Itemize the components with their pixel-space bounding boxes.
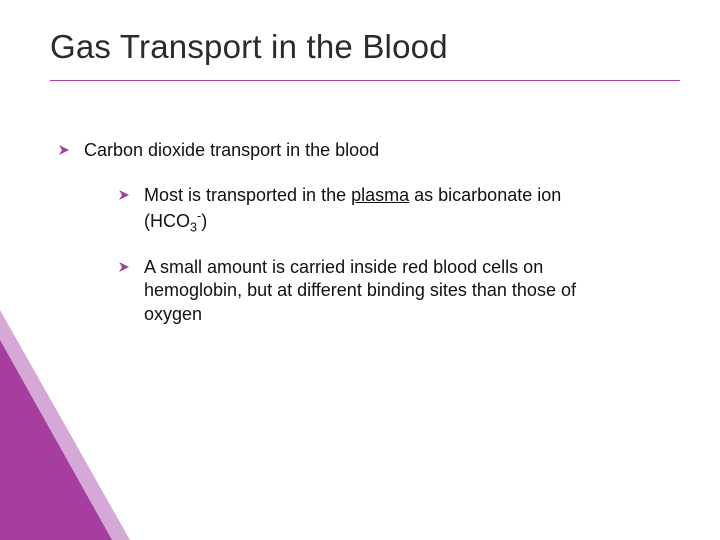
slide-title: Gas Transport in the Blood xyxy=(50,28,680,66)
slide: Gas Transport in the Blood Carbon dioxid… xyxy=(0,0,720,540)
chemical-formula: HCO3- xyxy=(150,211,201,231)
bullet-marker-icon xyxy=(118,261,130,273)
bullet-marker-icon xyxy=(118,189,130,201)
sub-bullet-text: A small amount is carried inside red blo… xyxy=(144,256,598,326)
sub-bullet-item: A small amount is carried inside red blo… xyxy=(118,256,598,326)
sub-bullet-item: Most is transported in the plasma as bic… xyxy=(118,184,598,235)
title-rule xyxy=(50,80,680,81)
bullet-list: Carbon dioxide transport in the blood Mo… xyxy=(50,139,680,346)
bullet-item: Carbon dioxide transport in the blood Mo… xyxy=(58,139,680,346)
bullet-content: Carbon dioxide transport in the blood Mo… xyxy=(84,139,598,346)
sub-bullet-text: Most is transported in the plasma as bic… xyxy=(144,184,598,235)
sub-bullet-list: Most is transported in the plasma as bic… xyxy=(84,184,598,326)
underlined-term: plasma xyxy=(351,185,409,205)
bullet-marker-icon xyxy=(58,144,70,156)
bullet-text: Carbon dioxide transport in the blood xyxy=(84,140,379,160)
